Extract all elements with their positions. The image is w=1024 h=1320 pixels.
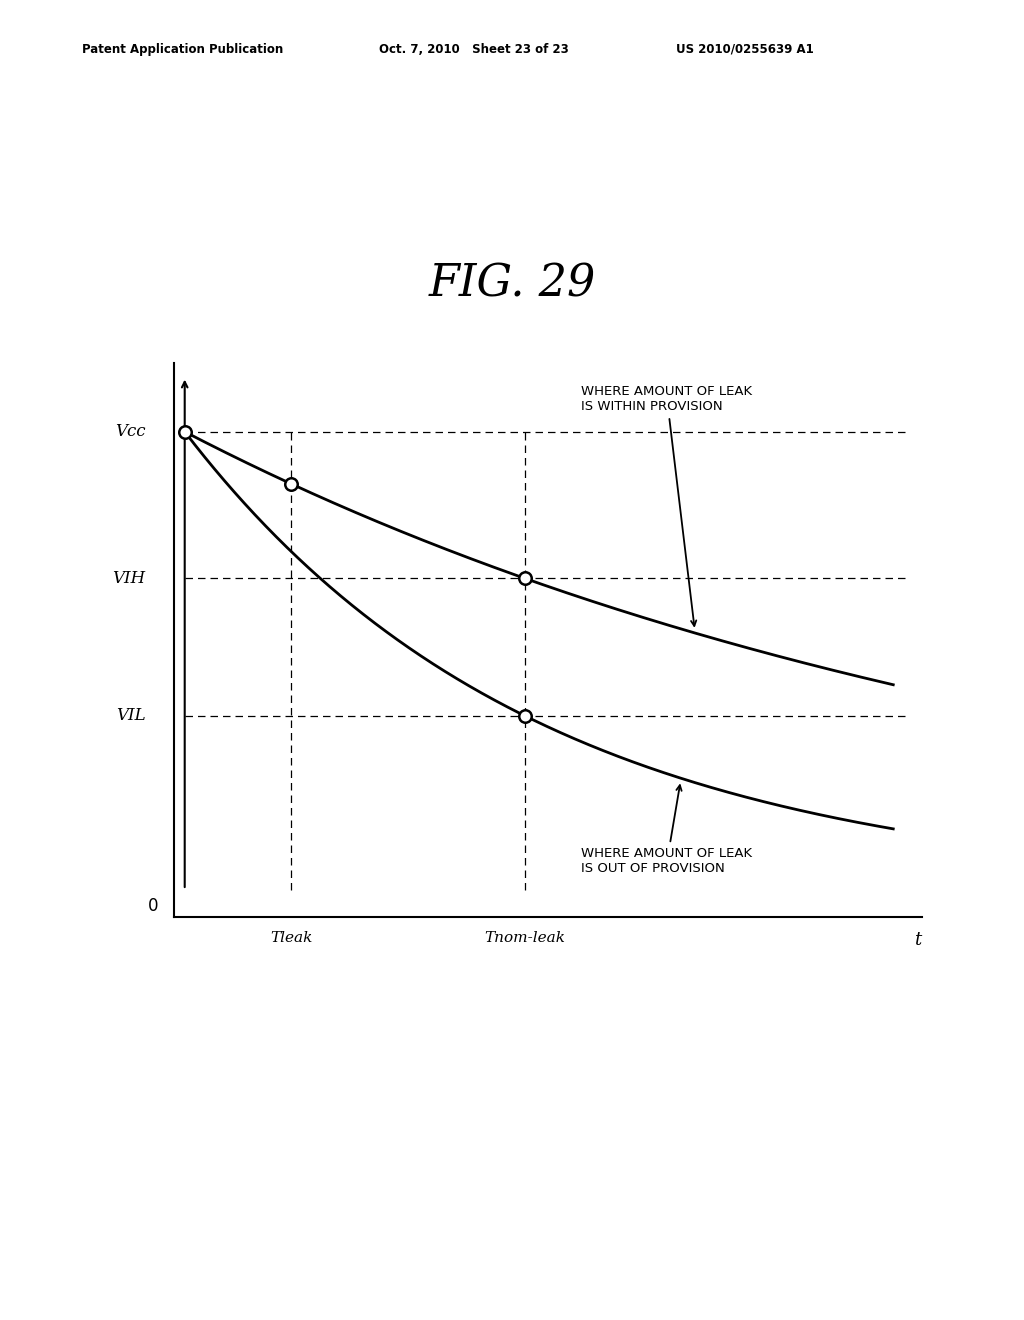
Text: Oct. 7, 2010   Sheet 23 of 23: Oct. 7, 2010 Sheet 23 of 23 bbox=[379, 42, 568, 55]
Text: Tnom-leak: Tnom-leak bbox=[484, 931, 565, 945]
Text: WHERE AMOUNT OF LEAK
IS WITHIN PROVISION: WHERE AMOUNT OF LEAK IS WITHIN PROVISION bbox=[582, 385, 753, 626]
Text: US 2010/0255639 A1: US 2010/0255639 A1 bbox=[676, 42, 814, 55]
Text: FIG. 29: FIG. 29 bbox=[428, 263, 596, 305]
Text: 0: 0 bbox=[147, 896, 158, 915]
Text: VIH: VIH bbox=[113, 570, 145, 587]
Text: VIL: VIL bbox=[116, 708, 145, 725]
Text: t: t bbox=[914, 931, 922, 949]
Text: WHERE AMOUNT OF LEAK
IS OUT OF PROVISION: WHERE AMOUNT OF LEAK IS OUT OF PROVISION bbox=[582, 785, 753, 875]
Text: Tleak: Tleak bbox=[269, 931, 312, 945]
Text: Vcc: Vcc bbox=[116, 424, 145, 441]
Text: Patent Application Publication: Patent Application Publication bbox=[82, 42, 284, 55]
